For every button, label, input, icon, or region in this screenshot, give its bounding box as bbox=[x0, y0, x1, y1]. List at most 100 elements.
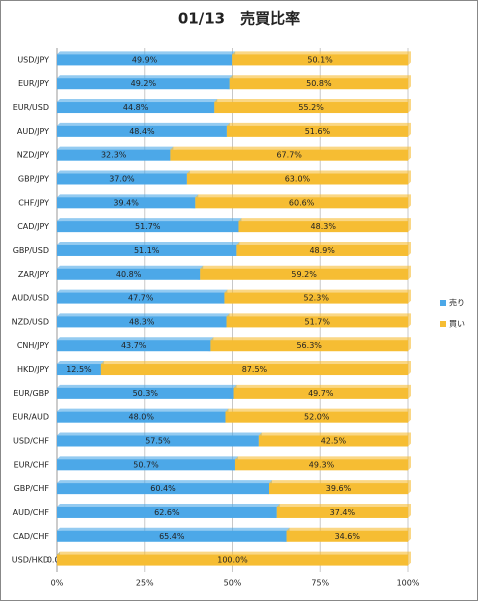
y-tick-label: USD/HKD bbox=[12, 556, 49, 565]
data-label: 51.6% bbox=[305, 127, 331, 136]
y-tick-label: AUD/JPY bbox=[17, 127, 49, 136]
bar bbox=[57, 173, 187, 185]
data-label: 50.3% bbox=[133, 389, 159, 398]
data-label: 39.4% bbox=[113, 198, 139, 207]
bar bbox=[238, 221, 408, 233]
data-label: 63.0% bbox=[285, 175, 311, 184]
data-label: 37.0% bbox=[109, 175, 135, 184]
bar bbox=[57, 530, 287, 542]
y-tick-label: EUR/GBP bbox=[13, 389, 49, 398]
bar bbox=[57, 340, 211, 352]
data-label: 49.7% bbox=[308, 389, 334, 398]
bar bbox=[57, 125, 227, 137]
data-label: 43.7% bbox=[121, 341, 147, 350]
bar bbox=[57, 483, 270, 495]
data-label: 12.5% bbox=[66, 365, 92, 374]
bar bbox=[225, 411, 408, 423]
y-tick-label: GBP/CHF bbox=[14, 484, 50, 493]
bar bbox=[269, 483, 408, 495]
bar bbox=[57, 221, 239, 233]
data-label: 56.3% bbox=[296, 341, 322, 350]
legend-marker bbox=[440, 321, 446, 327]
bar bbox=[234, 459, 408, 471]
y-tick-label: NZD/JPY bbox=[17, 151, 49, 160]
data-label: 60.6% bbox=[289, 198, 315, 207]
y-tick-label: CHF/JPY bbox=[18, 198, 49, 207]
x-tick-label: 0% bbox=[51, 579, 64, 588]
data-label: 50.1% bbox=[307, 55, 333, 64]
bar bbox=[258, 435, 408, 447]
bar bbox=[57, 78, 230, 90]
y-tick-label: ZAR/JPY bbox=[18, 270, 49, 279]
data-label: 51.7% bbox=[135, 222, 161, 231]
bar bbox=[57, 364, 101, 376]
bar bbox=[276, 506, 408, 518]
bar bbox=[195, 197, 408, 209]
y-tick-label: EUR/CHF bbox=[14, 460, 50, 469]
data-label: 59.2% bbox=[291, 270, 317, 279]
data-label: 49.2% bbox=[131, 79, 157, 88]
bar bbox=[226, 125, 408, 137]
data-label: 51.1% bbox=[134, 246, 160, 255]
bar bbox=[57, 244, 237, 256]
bar bbox=[57, 292, 225, 304]
bar bbox=[57, 197, 196, 209]
bar bbox=[229, 78, 408, 90]
data-label: 48.0% bbox=[129, 413, 155, 422]
data-label: 67.7% bbox=[276, 151, 302, 160]
data-label: 48.4% bbox=[129, 127, 155, 136]
data-label: 48.3% bbox=[311, 222, 337, 231]
data-label: 42.5% bbox=[321, 437, 347, 446]
data-label: 60.4% bbox=[150, 484, 176, 493]
y-tick-label: EUR/USD bbox=[13, 103, 49, 112]
bar bbox=[57, 506, 277, 518]
x-tick-label: 25% bbox=[136, 579, 154, 588]
bar bbox=[57, 387, 234, 399]
data-label: 40.8% bbox=[116, 270, 142, 279]
bar bbox=[236, 244, 408, 256]
data-label: 50.8% bbox=[306, 79, 332, 88]
data-label: 39.6% bbox=[326, 484, 352, 493]
y-tick-label: EUR/AUD bbox=[12, 413, 49, 422]
bar bbox=[210, 340, 408, 352]
data-label: 32.3% bbox=[101, 151, 127, 160]
y-tick-label: EUR/JPY bbox=[18, 79, 49, 88]
data-label: 34.6% bbox=[335, 532, 361, 541]
y-tick-label: GBP/USD bbox=[13, 246, 49, 255]
data-label: 87.5% bbox=[242, 365, 268, 374]
data-label: 52.3% bbox=[304, 294, 330, 303]
data-label: 55.2% bbox=[298, 103, 324, 112]
x-tick-label: 100% bbox=[397, 579, 420, 588]
y-tick-label: CAD/JPY bbox=[17, 222, 49, 231]
bar bbox=[226, 316, 408, 328]
data-label: 100.0% bbox=[217, 556, 248, 565]
y-tick-label: AUD/CHF bbox=[13, 508, 50, 517]
bar bbox=[57, 554, 408, 566]
y-tick-label: USD/CHF bbox=[13, 437, 49, 446]
data-label: 57.5% bbox=[145, 437, 171, 446]
data-label: 51.7% bbox=[305, 317, 331, 326]
bar bbox=[214, 102, 408, 114]
x-tick-label: 75% bbox=[311, 579, 329, 588]
bar bbox=[286, 530, 408, 542]
bar bbox=[57, 54, 233, 66]
bar bbox=[224, 292, 408, 304]
data-label: 48.3% bbox=[129, 317, 155, 326]
bar bbox=[57, 435, 259, 447]
bar bbox=[57, 316, 227, 328]
legend-marker bbox=[440, 300, 446, 306]
data-label: 62.6% bbox=[154, 508, 180, 517]
bar bbox=[57, 411, 226, 423]
bar bbox=[57, 459, 235, 471]
chart-title: 01/13 売買比率 bbox=[178, 10, 300, 28]
data-label: 52.0% bbox=[304, 413, 330, 422]
y-tick-label: HKD/JPY bbox=[17, 365, 49, 374]
bar bbox=[232, 54, 408, 66]
bar bbox=[57, 268, 201, 280]
y-tick-label: CAD/CHF bbox=[13, 532, 50, 541]
y-tick-label: AUD/USD bbox=[12, 294, 49, 303]
y-tick-label: USD/JPY bbox=[17, 55, 49, 64]
data-label: 49.9% bbox=[132, 55, 158, 64]
